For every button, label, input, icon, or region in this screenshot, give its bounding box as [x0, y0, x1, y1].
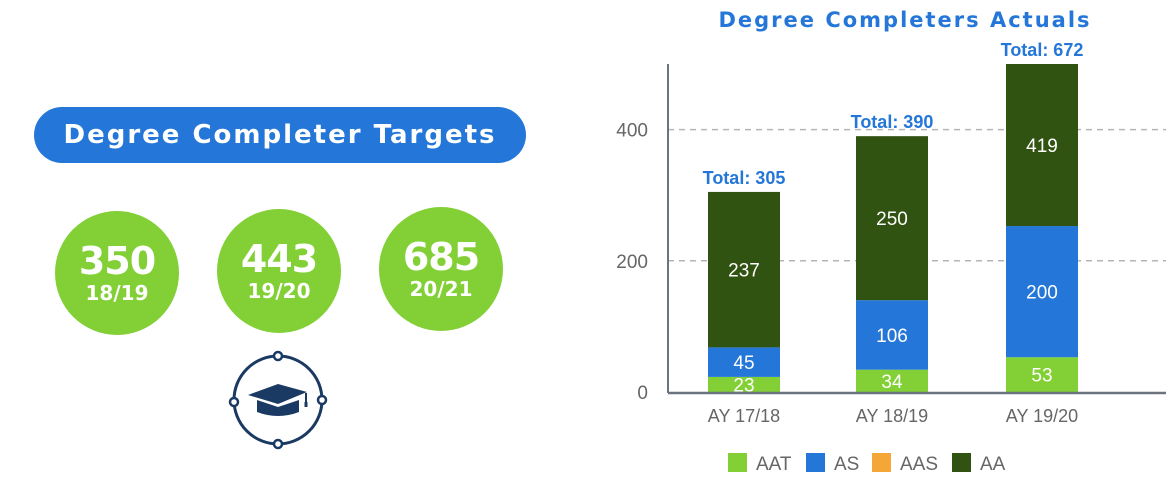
data-label: 34	[881, 372, 903, 393]
data-label: 419	[1026, 136, 1058, 157]
legend-swatch-as	[806, 453, 825, 472]
targets-title: Degree Completer Targets	[34, 107, 526, 163]
total-label: Total: 672	[1001, 40, 1084, 60]
target-year: 19/20	[247, 279, 311, 303]
x-tick-label: AY 18/19	[856, 406, 928, 426]
data-label: 237	[728, 261, 760, 282]
data-label: 23	[733, 375, 754, 396]
legend-swatch-aas	[872, 453, 891, 472]
target-circle: 685 20/21	[379, 207, 503, 331]
target-year: 18/19	[85, 281, 149, 305]
legend-label: AAT	[756, 454, 792, 475]
graduation-cap-icon	[228, 350, 328, 450]
bar-segment-aat	[856, 369, 928, 392]
target-value: 443	[240, 237, 318, 281]
y-tick-label: 0	[637, 383, 648, 404]
target-circle: 350 18/19	[55, 211, 179, 335]
bar-segment-aa	[708, 191, 780, 348]
target-value: 350	[78, 239, 156, 283]
data-label: 200	[1026, 283, 1058, 304]
total-label: Total: 305	[703, 168, 786, 188]
target-value: 685	[402, 235, 480, 279]
x-tick-label: AY 19/20	[1006, 406, 1078, 426]
legend-label: AA	[980, 454, 1006, 475]
legend-swatch-aa	[952, 453, 971, 472]
data-label: 250	[876, 209, 908, 230]
legend-swatch-aat	[728, 453, 747, 472]
bar-segment-as	[856, 300, 928, 370]
data-label: 53	[1031, 366, 1052, 387]
chart-title: Degree Completers Actuals	[718, 8, 1092, 32]
bar-segment-aa	[1006, 64, 1078, 227]
data-label: 45	[733, 353, 754, 374]
x-tick-label: AY 17/18	[708, 406, 780, 426]
bar-segment-as	[1006, 226, 1078, 358]
total-label: Total: 390	[851, 112, 934, 132]
y-tick-label: 200	[616, 252, 648, 273]
bar-segment-aat	[1006, 357, 1078, 392]
bar-segment-as	[708, 347, 780, 377]
bar-segment-aa	[856, 136, 928, 301]
target-circle: 443 19/20	[217, 209, 341, 333]
y-tick-label: 400	[616, 121, 648, 142]
legend-label: AAS	[900, 454, 938, 475]
legend-label: AS	[834, 454, 859, 475]
bar-segment-aat	[708, 376, 780, 392]
target-year: 20/21	[409, 277, 473, 301]
data-label: 106	[876, 326, 908, 347]
